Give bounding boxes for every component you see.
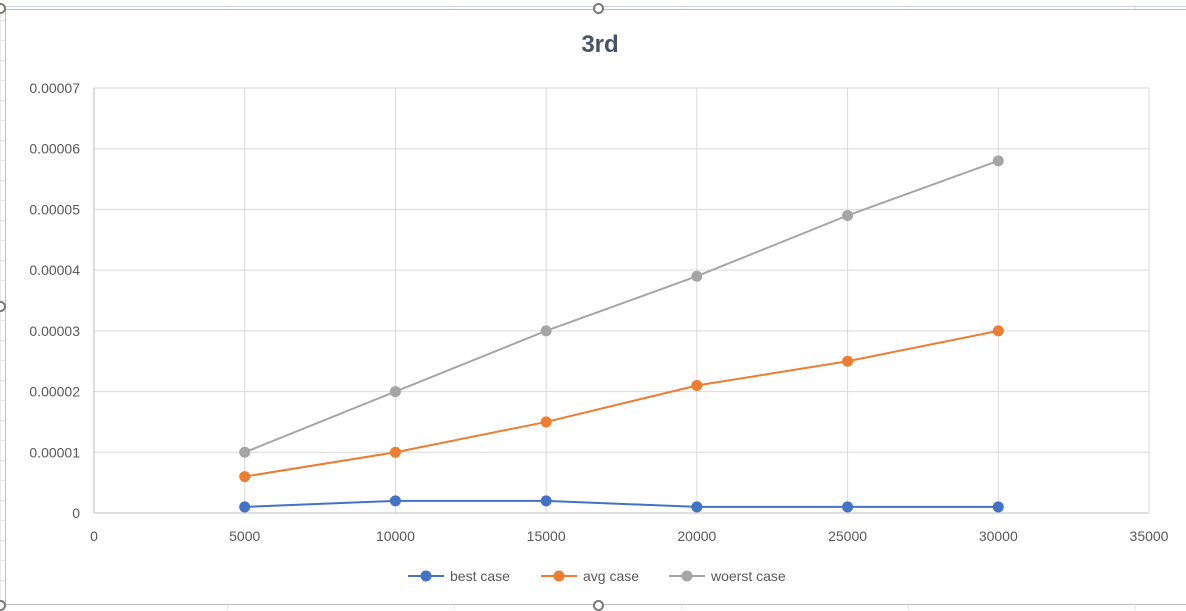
y-tick-label: 0.00005 [29,201,80,217]
series-woerst-case[interactable] [239,155,1004,458]
legend-marker-woerst-case [681,570,693,582]
x-tick-label: 25000 [828,528,867,544]
y-tick-label: 0.00002 [29,384,80,400]
data-point-woerst-case[interactable] [540,325,552,337]
y-tick-label: 0.00001 [29,444,80,460]
legend-label-avg-case: avg case [583,568,639,584]
data-point-avg-case[interactable] [389,446,401,458]
data-point-best-case[interactable] [992,501,1004,513]
series-best-case[interactable] [239,495,1004,513]
resize-handle-middle-left[interactable] [0,301,6,312]
data-point-best-case[interactable] [842,501,854,513]
data-point-avg-case[interactable] [842,355,854,367]
x-tick-label: 10000 [376,528,415,544]
resize-handle-bottom-center[interactable] [593,600,604,611]
data-point-woerst-case[interactable] [389,386,401,398]
x-tick-label: 20000 [677,528,716,544]
chart-area[interactable] [5,9,1186,605]
legend-marker-avg-case [553,570,565,582]
legend-entry-woerst-case[interactable]: woerst case [669,568,786,584]
y-tick-label: 0.00003 [29,323,80,339]
series-avg-case[interactable] [239,325,1004,483]
y-tick-label: 0.00007 [29,80,80,96]
resize-handle-top-left[interactable] [0,3,6,14]
data-point-avg-case[interactable] [992,325,1004,337]
legend-label-best-case: best case [450,568,510,584]
data-point-woerst-case[interactable] [992,155,1004,167]
y-tick-label: 0.00004 [29,262,80,278]
x-tick-label: 0 [90,528,98,544]
chart-title: 3rd [581,31,618,58]
data-point-avg-case[interactable] [239,471,251,483]
series-line-avg-case[interactable] [244,329,999,478]
data-point-best-case[interactable] [239,501,251,513]
x-tick-label: 5000 [229,528,260,544]
data-point-woerst-case[interactable] [239,446,251,458]
y-tick-label: 0.00006 [29,141,80,157]
axes: 0 0.00001 0.00002 0.00003 0.00004 0.00005 0.00… [29,80,1168,544]
data-point-avg-case[interactable] [540,416,552,428]
y-tick-label: 0 [72,505,80,521]
data-point-best-case[interactable] [691,501,703,513]
x-tick-label: 35000 [1130,528,1169,544]
series [239,155,1004,513]
data-point-best-case[interactable] [540,495,552,507]
data-point-avg-case[interactable] [691,380,703,391]
legend-marker-best-case [420,570,432,582]
data-point-woerst-case[interactable] [842,210,854,221]
legend-label-woerst-case: woerst case [710,568,786,584]
data-point-woerst-case[interactable] [691,270,703,282]
legend-entry-avg-case[interactable]: avg case [541,568,639,584]
x-tick-label: 30000 [979,528,1018,544]
legend-entry-best-case[interactable]: best case [408,568,510,584]
data-point-best-case[interactable] [389,495,401,507]
resize-handle-top-center[interactable] [593,3,604,14]
series-line-woerst-case[interactable] [244,159,999,454]
x-tick-label: 15000 [527,528,566,544]
legend[interactable]: best case avg case woerst case [408,568,786,584]
series-line-best-case[interactable] [244,499,999,508]
